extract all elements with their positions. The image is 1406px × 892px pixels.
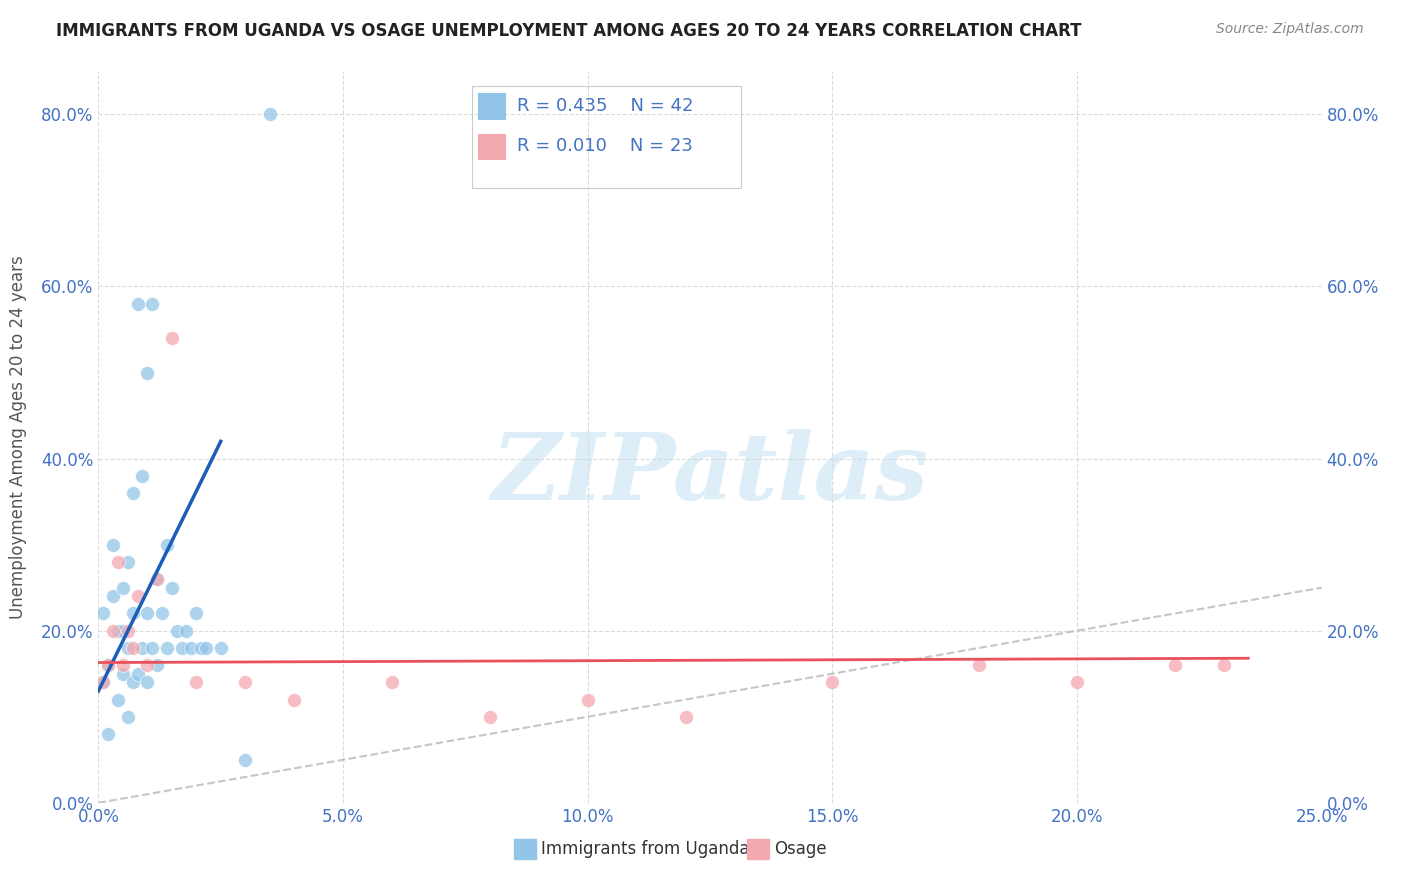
Point: [107, 555, 129, 569]
Point: [131, 640, 153, 655]
Point: [127, 589, 149, 603]
Point: [97, 658, 120, 673]
Point: [107, 692, 129, 706]
Text: R = 0.010    N = 23: R = 0.010 N = 23: [517, 137, 693, 155]
Point: [91, 675, 114, 690]
Point: [186, 607, 208, 621]
Point: [101, 624, 124, 638]
Point: [576, 692, 599, 706]
Text: ZIPatlas: ZIPatlas: [492, 429, 928, 518]
Text: Immigrants from Uganda: Immigrants from Uganda: [541, 840, 749, 858]
Point: [117, 555, 139, 569]
Point: [180, 640, 202, 655]
Point: [478, 710, 501, 724]
Point: [1164, 658, 1187, 673]
Point: [233, 753, 256, 767]
Point: [111, 581, 134, 595]
Point: [156, 640, 179, 655]
Point: [160, 581, 183, 595]
Point: [121, 640, 143, 655]
Point: [136, 675, 159, 690]
Point: [821, 675, 844, 690]
Point: [675, 710, 697, 724]
Point: [111, 658, 134, 673]
Point: [156, 538, 179, 552]
Point: [121, 486, 143, 500]
Point: [117, 624, 139, 638]
Point: [209, 640, 232, 655]
Bar: [747, 838, 769, 859]
Point: [1066, 675, 1088, 690]
Y-axis label: Unemployment Among Ages 20 to 24 years: Unemployment Among Ages 20 to 24 years: [10, 255, 27, 619]
Point: [146, 658, 169, 673]
Text: IMMIGRANTS FROM UGANDA VS OSAGE UNEMPLOYMENT AMONG AGES 20 TO 24 YEARS CORRELATI: IMMIGRANTS FROM UGANDA VS OSAGE UNEMPLOY…: [56, 22, 1081, 40]
Point: [967, 658, 990, 673]
Point: [97, 727, 120, 741]
Text: Osage: Osage: [773, 840, 827, 858]
Point: [186, 675, 208, 690]
Point: [176, 624, 198, 638]
Point: [111, 666, 134, 681]
Point: [101, 538, 124, 552]
Point: [166, 624, 188, 638]
Point: [117, 710, 139, 724]
Point: [136, 658, 159, 673]
Point: [146, 572, 169, 586]
Point: [127, 666, 149, 681]
Point: [131, 468, 153, 483]
FancyBboxPatch shape: [478, 134, 505, 159]
Point: [121, 607, 143, 621]
Point: [150, 607, 173, 621]
Text: Source: ZipAtlas.com: Source: ZipAtlas.com: [1216, 22, 1364, 37]
Point: [111, 624, 134, 638]
Point: [136, 607, 159, 621]
Point: [141, 296, 163, 310]
Point: [107, 624, 129, 638]
Point: [146, 572, 169, 586]
Point: [136, 366, 159, 380]
Point: [127, 296, 149, 310]
Point: [91, 607, 114, 621]
Point: [1212, 658, 1234, 673]
Point: [160, 331, 183, 345]
Point: [121, 675, 143, 690]
Point: [170, 640, 193, 655]
Point: [91, 675, 114, 690]
Point: [117, 640, 139, 655]
Point: [381, 675, 404, 690]
Point: [259, 107, 281, 121]
FancyBboxPatch shape: [478, 94, 505, 119]
Bar: [515, 838, 536, 859]
Point: [195, 640, 218, 655]
Point: [101, 589, 124, 603]
Point: [141, 640, 163, 655]
Point: [190, 640, 212, 655]
Point: [233, 675, 256, 690]
Point: [283, 692, 305, 706]
Point: [97, 658, 120, 673]
Text: R = 0.435    N = 42: R = 0.435 N = 42: [517, 97, 693, 115]
